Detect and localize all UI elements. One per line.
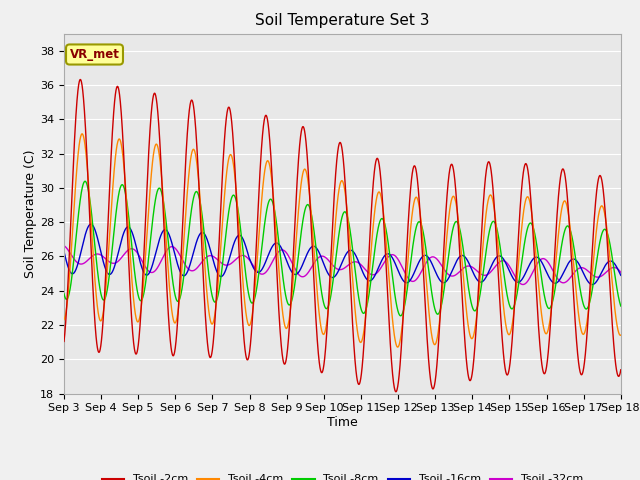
Title: Soil Temperature Set 3: Soil Temperature Set 3 [255,13,429,28]
Text: VR_met: VR_met [70,48,120,61]
X-axis label: Time: Time [327,416,358,429]
Y-axis label: Soil Temperature (C): Soil Temperature (C) [24,149,37,278]
Legend: Tsoil -2cm, Tsoil -4cm, Tsoil -8cm, Tsoil -16cm, Tsoil -32cm: Tsoil -2cm, Tsoil -4cm, Tsoil -8cm, Tsoi… [97,470,588,480]
